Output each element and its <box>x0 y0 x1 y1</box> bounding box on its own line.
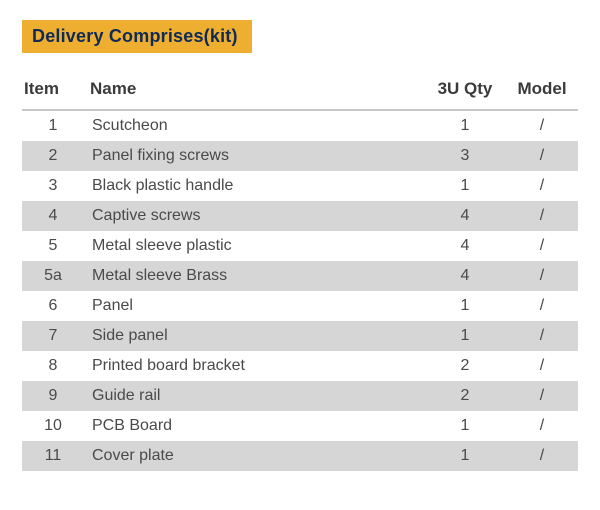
cell-name: Metal sleeve Brass <box>84 261 424 291</box>
cell-name: Metal sleeve plastic <box>84 231 424 261</box>
cell-qty: 2 <box>424 351 506 381</box>
cell-name: Printed board bracket <box>84 351 424 381</box>
cell-item: 5a <box>22 261 84 291</box>
cell-qty: 4 <box>424 261 506 291</box>
page: Delivery Comprises(kit) Item Name 3U Qty… <box>0 0 600 491</box>
table-row: 11Cover plate1/ <box>22 441 578 471</box>
delivery-table: Item Name 3U Qty Model 1Scutcheon1/2Pane… <box>22 71 578 471</box>
cell-item: 10 <box>22 411 84 441</box>
table-body: 1Scutcheon1/2Panel fixing screws3/3Black… <box>22 110 578 471</box>
cell-name: Cover plate <box>84 441 424 471</box>
cell-item: 8 <box>22 351 84 381</box>
cell-qty: 1 <box>424 171 506 201</box>
cell-item: 5 <box>22 231 84 261</box>
cell-model: / <box>506 171 578 201</box>
cell-name: Guide rail <box>84 381 424 411</box>
cell-model: / <box>506 441 578 471</box>
table-row: 8Printed board bracket2/ <box>22 351 578 381</box>
cell-model: / <box>506 141 578 171</box>
cell-qty: 1 <box>424 291 506 321</box>
cell-item: 2 <box>22 141 84 171</box>
cell-model: / <box>506 381 578 411</box>
table-row: 4Captive screws4/ <box>22 201 578 231</box>
table-row: 1Scutcheon1/ <box>22 110 578 141</box>
table-row: 5Metal sleeve plastic4/ <box>22 231 578 261</box>
col-header-model: Model <box>506 71 578 110</box>
table-row: 2Panel fixing screws3/ <box>22 141 578 171</box>
table-row: 5aMetal sleeve Brass4/ <box>22 261 578 291</box>
cell-name: Black plastic handle <box>84 171 424 201</box>
cell-name: Panel <box>84 291 424 321</box>
cell-name: Panel fixing screws <box>84 141 424 171</box>
cell-item: 6 <box>22 291 84 321</box>
col-header-item: Item <box>22 71 84 110</box>
table-row: 3Black plastic handle1/ <box>22 171 578 201</box>
cell-qty: 4 <box>424 231 506 261</box>
cell-item: 11 <box>22 441 84 471</box>
cell-qty: 4 <box>424 201 506 231</box>
cell-item: 9 <box>22 381 84 411</box>
cell-item: 4 <box>22 201 84 231</box>
cell-model: / <box>506 351 578 381</box>
cell-qty: 1 <box>424 441 506 471</box>
section-title: Delivery Comprises(kit) <box>22 20 252 53</box>
cell-qty: 1 <box>424 321 506 351</box>
cell-qty: 1 <box>424 110 506 141</box>
col-header-name: Name <box>84 71 424 110</box>
cell-model: / <box>506 261 578 291</box>
table-row: 6Panel1/ <box>22 291 578 321</box>
cell-item: 7 <box>22 321 84 351</box>
col-header-qty: 3U Qty <box>424 71 506 110</box>
cell-name: PCB Board <box>84 411 424 441</box>
cell-name: Scutcheon <box>84 110 424 141</box>
cell-model: / <box>506 321 578 351</box>
cell-qty: 2 <box>424 381 506 411</box>
cell-model: / <box>506 291 578 321</box>
table-row: 7Side panel1/ <box>22 321 578 351</box>
cell-name: Captive screws <box>84 201 424 231</box>
cell-item: 1 <box>22 110 84 141</box>
table-header: Item Name 3U Qty Model <box>22 71 578 110</box>
cell-qty: 1 <box>424 411 506 441</box>
cell-name: Side panel <box>84 321 424 351</box>
cell-model: / <box>506 110 578 141</box>
cell-model: / <box>506 411 578 441</box>
table-row: 9Guide rail2/ <box>22 381 578 411</box>
table-row: 10PCB Board1/ <box>22 411 578 441</box>
cell-model: / <box>506 231 578 261</box>
cell-qty: 3 <box>424 141 506 171</box>
cell-model: / <box>506 201 578 231</box>
cell-item: 3 <box>22 171 84 201</box>
